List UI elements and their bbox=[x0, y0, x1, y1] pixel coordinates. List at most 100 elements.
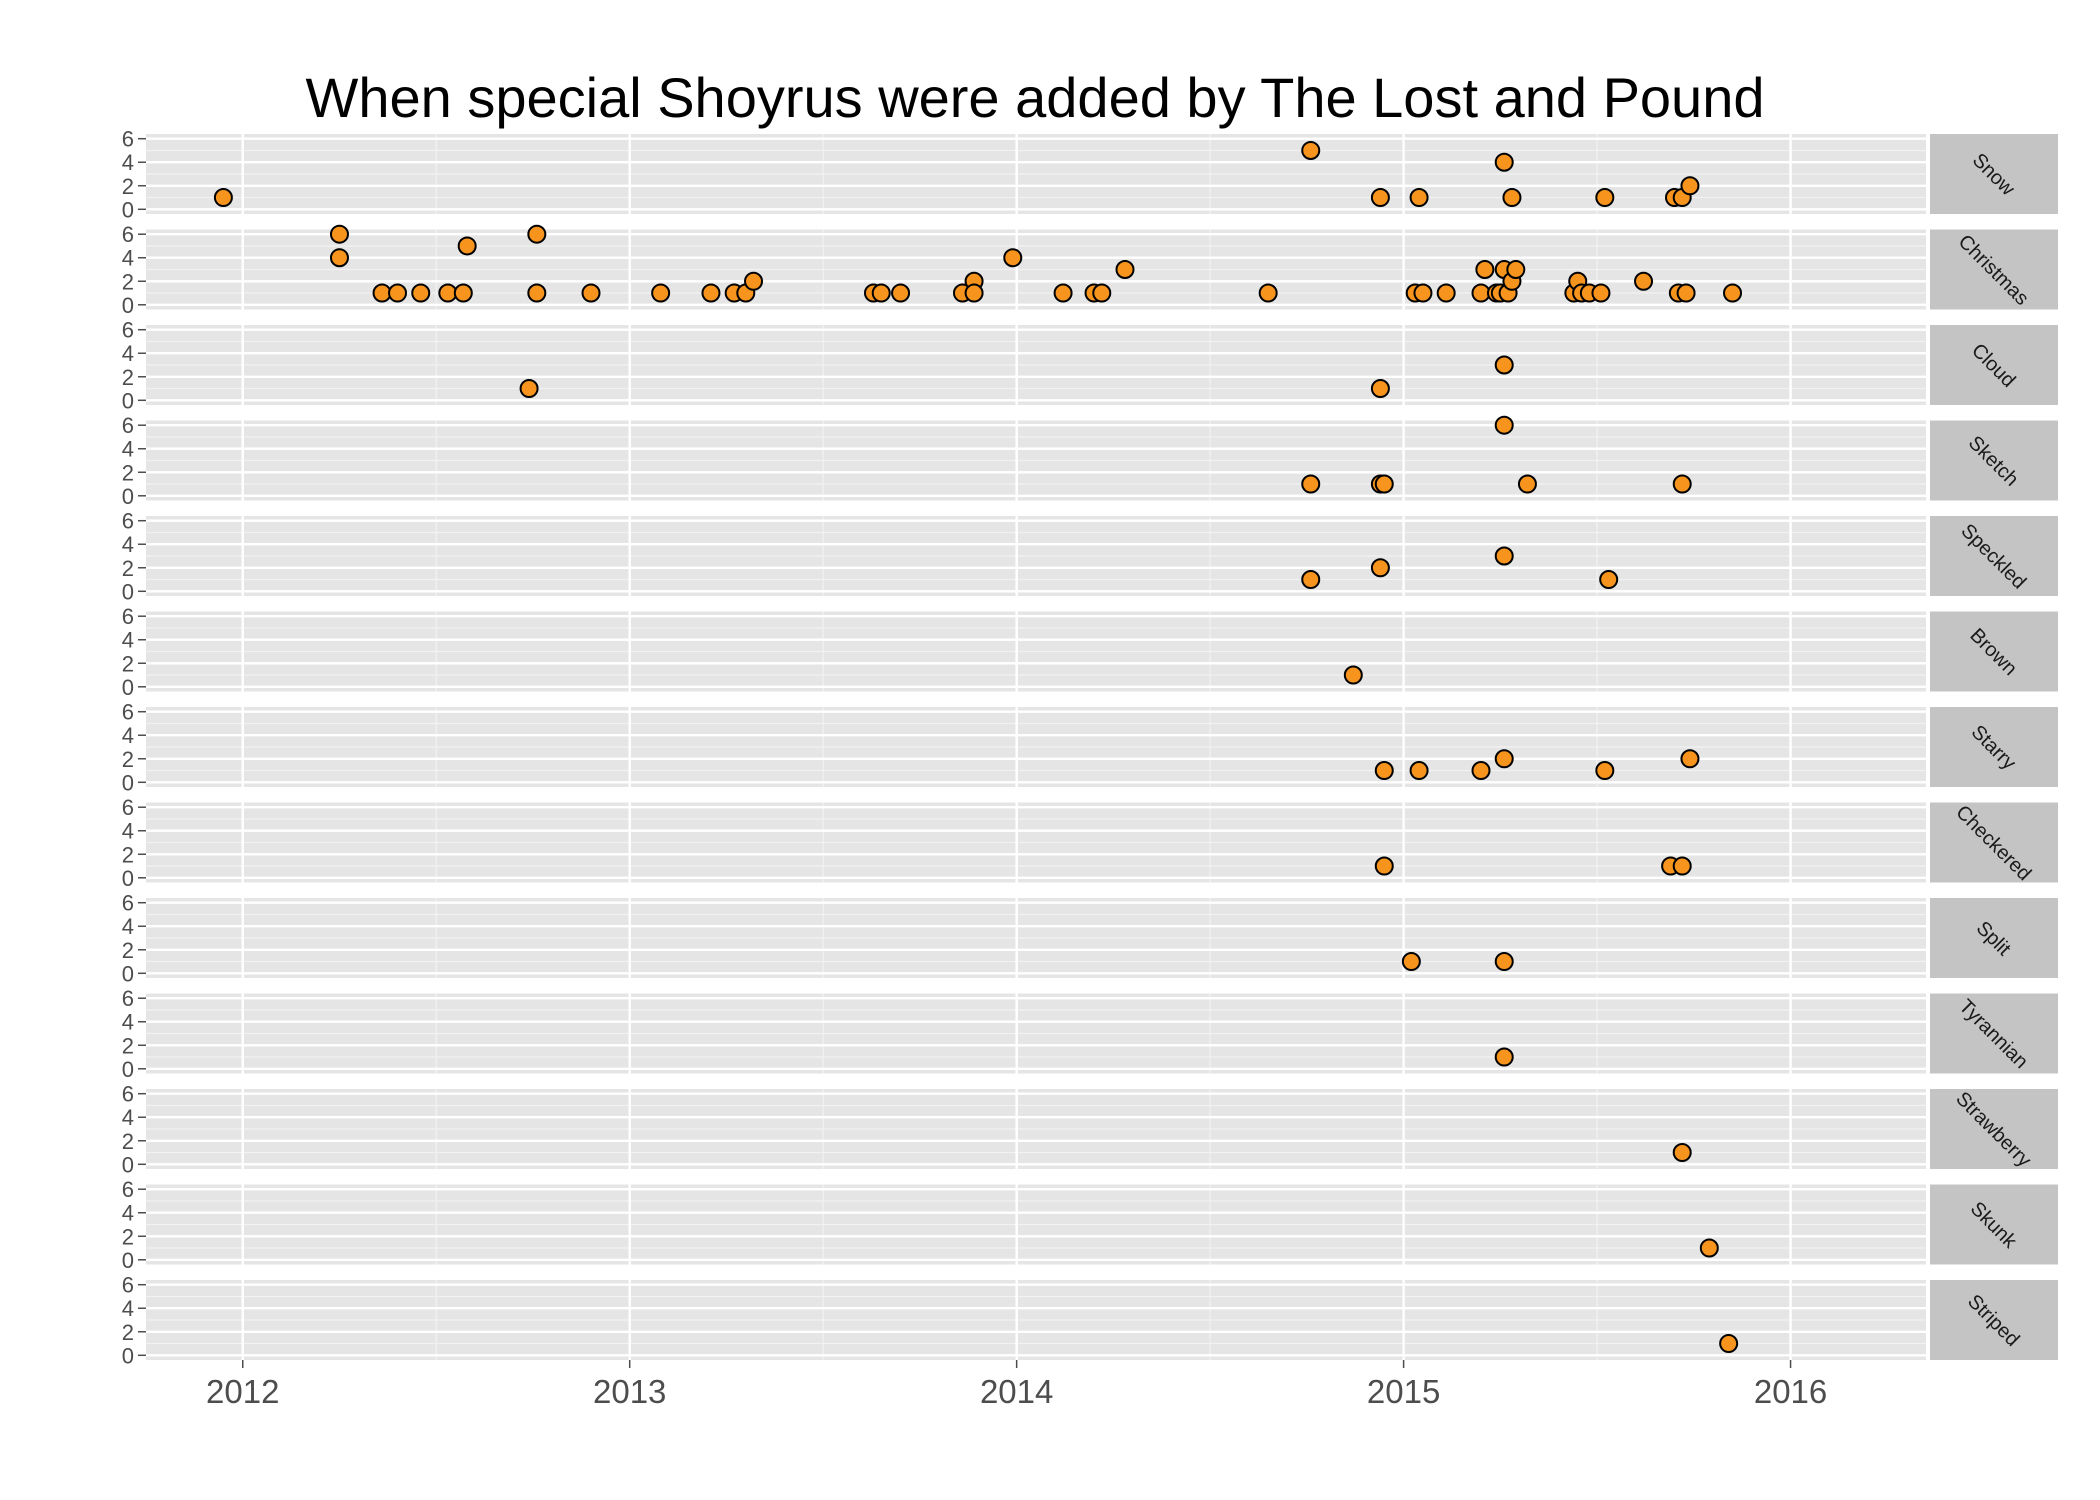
y-tick-label: 2 bbox=[122, 174, 134, 199]
data-point bbox=[651, 283, 671, 303]
data-point bbox=[213, 188, 233, 208]
y-tick-label: 2 bbox=[122, 651, 134, 676]
data-point bbox=[527, 224, 547, 244]
data-point bbox=[1003, 248, 1023, 268]
data-point bbox=[1599, 570, 1619, 590]
strip-background bbox=[1930, 516, 2058, 596]
y-tick-label: 2 bbox=[122, 1033, 134, 1058]
data-point bbox=[329, 224, 349, 244]
data-point bbox=[581, 283, 601, 303]
y-tick-label: 0 bbox=[122, 484, 134, 509]
y-tick-label: 4 bbox=[122, 246, 134, 271]
x-tick-label: 2016 bbox=[1754, 1373, 1827, 1410]
data-point bbox=[1494, 749, 1514, 769]
y-tick-label: 6 bbox=[122, 795, 134, 820]
data-point bbox=[519, 379, 539, 399]
data-point bbox=[1370, 558, 1390, 578]
data-point bbox=[1092, 283, 1112, 303]
y-tick-label: 0 bbox=[122, 1152, 134, 1177]
data-point bbox=[1374, 474, 1394, 494]
y-tick-label: 2 bbox=[122, 1320, 134, 1345]
y-tick-label: 6 bbox=[122, 891, 134, 916]
data-point bbox=[1517, 474, 1537, 494]
y-tick-label: 6 bbox=[122, 318, 134, 343]
y-tick-label: 2 bbox=[122, 938, 134, 963]
y-tick-label: 0 bbox=[122, 1343, 134, 1368]
y-tick-label: 2 bbox=[122, 269, 134, 294]
strip-background bbox=[1930, 1184, 2058, 1265]
data-point bbox=[453, 283, 473, 303]
y-tick-label: 0 bbox=[122, 579, 134, 604]
y-tick-label: 2 bbox=[122, 365, 134, 390]
data-point bbox=[438, 283, 458, 303]
strip-background bbox=[1930, 325, 2058, 405]
strip-background bbox=[1930, 898, 2058, 978]
data-point bbox=[1494, 952, 1514, 972]
y-tick-label: 4 bbox=[122, 437, 134, 462]
y-tick-label: 4 bbox=[122, 914, 134, 939]
data-point bbox=[1723, 283, 1743, 303]
data-point bbox=[1591, 283, 1611, 303]
y-tick-label: 2 bbox=[122, 747, 134, 772]
data-point bbox=[1301, 474, 1321, 494]
data-point bbox=[1053, 283, 1073, 303]
y-tick-label: 4 bbox=[122, 723, 134, 748]
data-point bbox=[457, 236, 477, 256]
data-point bbox=[388, 283, 408, 303]
data-point bbox=[1471, 283, 1491, 303]
strip-background bbox=[1930, 229, 2058, 310]
data-point bbox=[1672, 1143, 1692, 1163]
strip-background bbox=[1930, 134, 2058, 214]
data-point bbox=[1680, 749, 1700, 769]
data-point bbox=[1672, 474, 1692, 494]
y-tick-label: 0 bbox=[122, 675, 134, 700]
y-tick-label: 2 bbox=[122, 842, 134, 867]
y-tick-label: 4 bbox=[122, 150, 134, 175]
data-point bbox=[1494, 355, 1514, 375]
strip-background bbox=[1930, 1089, 2058, 1169]
data-point bbox=[1672, 856, 1692, 876]
y-tick-label: 0 bbox=[122, 293, 134, 318]
y-tick-label: 4 bbox=[122, 1105, 134, 1130]
y-tick-label: 2 bbox=[122, 460, 134, 485]
y-tick-label: 6 bbox=[122, 222, 134, 247]
data-point bbox=[1494, 152, 1514, 172]
y-tick-label: 4 bbox=[122, 532, 134, 557]
y-tick-label: 6 bbox=[122, 1177, 134, 1202]
data-point bbox=[1301, 570, 1321, 590]
data-point bbox=[701, 283, 721, 303]
y-tick-label: 6 bbox=[122, 1273, 134, 1298]
data-point bbox=[1115, 260, 1135, 279]
data-point bbox=[1370, 379, 1390, 399]
y-tick-label: 0 bbox=[122, 866, 134, 891]
y-tick-label: 4 bbox=[122, 1201, 134, 1226]
y-tick-label: 6 bbox=[122, 604, 134, 629]
data-point bbox=[1595, 761, 1615, 781]
y-tick-label: 4 bbox=[122, 1296, 134, 1321]
y-tick-label: 0 bbox=[122, 1248, 134, 1273]
y-tick-label: 2 bbox=[122, 1129, 134, 1154]
y-tick-label: 6 bbox=[122, 986, 134, 1011]
data-point bbox=[1258, 283, 1278, 303]
data-point bbox=[1680, 176, 1700, 196]
strip-background bbox=[1930, 993, 2058, 1074]
data-point bbox=[1475, 260, 1495, 279]
data-point bbox=[1699, 1238, 1719, 1258]
data-point bbox=[329, 248, 349, 268]
data-point bbox=[1595, 188, 1615, 208]
data-point bbox=[1436, 283, 1456, 303]
data-point bbox=[1494, 415, 1514, 435]
data-point bbox=[1401, 952, 1421, 972]
y-tick-label: 0 bbox=[122, 1057, 134, 1082]
y-tick-label: 0 bbox=[122, 197, 134, 222]
y-tick-label: 4 bbox=[122, 1010, 134, 1035]
data-point bbox=[1494, 1047, 1514, 1067]
y-tick-label: 6 bbox=[122, 509, 134, 534]
